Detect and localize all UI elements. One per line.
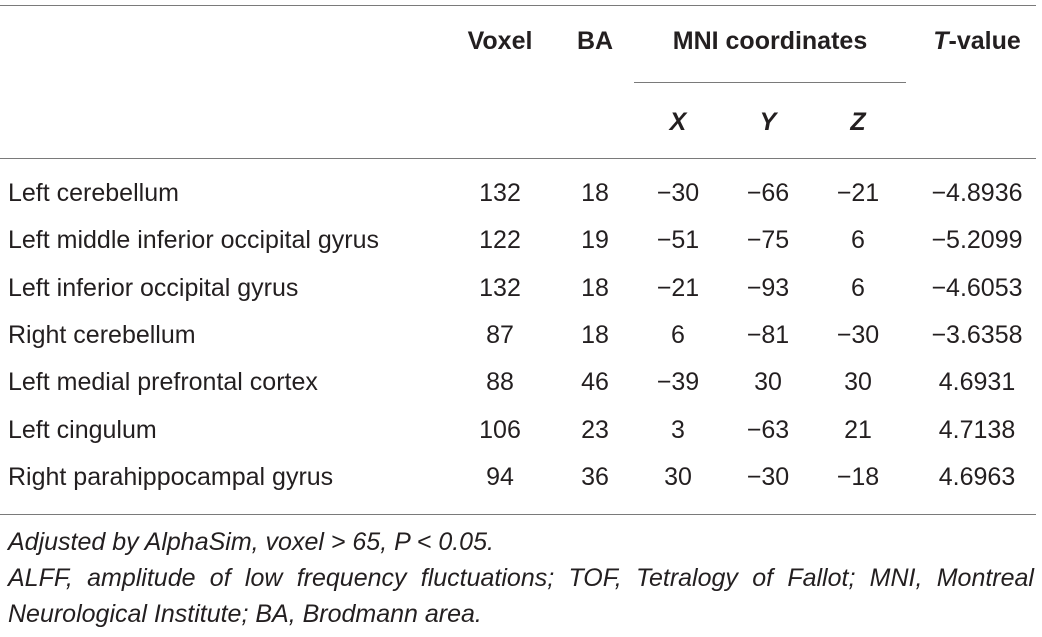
row-t-value: 4.6931 bbox=[938, 368, 1016, 397]
row-ba: 36 bbox=[581, 462, 609, 491]
header-voxel: Voxel bbox=[467, 27, 533, 55]
row-x: −30 bbox=[656, 179, 700, 207]
row-z: 30 bbox=[844, 368, 872, 397]
row-voxel: 94 bbox=[486, 462, 514, 491]
footnote-abbreviations: ALFF, amplitude of low frequency fluctua… bbox=[8, 564, 1034, 628]
table-bottom-rule bbox=[0, 514, 1036, 515]
row-z: 6 bbox=[851, 226, 865, 255]
row-ba: 23 bbox=[581, 415, 609, 444]
row-y: −30 bbox=[746, 462, 790, 491]
row-voxel: 132 bbox=[479, 179, 521, 207]
row-voxel: 106 bbox=[479, 415, 521, 444]
row-region: Right parahippocampal gyrus bbox=[8, 462, 334, 491]
row-ba: 19 bbox=[581, 226, 609, 255]
header-mni-coordinates: MNI coordinates bbox=[672, 27, 868, 55]
table-header-rule bbox=[0, 158, 1036, 159]
row-ba: 18 bbox=[581, 179, 609, 207]
row-z: −21 bbox=[836, 179, 880, 207]
row-t-value: −4.6053 bbox=[931, 273, 1023, 302]
row-x: −21 bbox=[656, 273, 700, 302]
row-t-value: −4.8936 bbox=[931, 179, 1023, 207]
row-x: −51 bbox=[656, 226, 700, 255]
row-region: Left cerebellum bbox=[8, 179, 179, 207]
row-voxel: 88 bbox=[486, 368, 514, 397]
row-y: 30 bbox=[754, 368, 782, 397]
row-region: Left medial prefrontal cortex bbox=[8, 368, 318, 397]
row-z: 21 bbox=[844, 415, 872, 444]
row-ba: 18 bbox=[581, 273, 609, 302]
row-voxel: 122 bbox=[479, 226, 521, 255]
header-t-suffix: -value bbox=[948, 27, 1021, 55]
table-top-rule bbox=[0, 5, 1036, 6]
row-t-value: −3.6358 bbox=[931, 320, 1023, 349]
footnote-adjustment: Adjusted by AlphaSim, voxel > 65, P < 0.… bbox=[8, 528, 494, 556]
table-footnotes: Adjusted by AlphaSim, voxel > 65, P < 0.… bbox=[8, 524, 1034, 632]
header-t-value: T-value bbox=[918, 26, 1036, 56]
row-x: 6 bbox=[671, 320, 685, 349]
row-z: −30 bbox=[836, 320, 880, 349]
header-t-letter: T bbox=[933, 27, 949, 55]
row-voxel: 132 bbox=[479, 273, 521, 302]
row-ba: 18 bbox=[581, 320, 609, 349]
mni-header-rule bbox=[634, 82, 906, 83]
row-z: 6 bbox=[851, 273, 865, 302]
row-region: Left cingulum bbox=[8, 415, 157, 444]
header-y: Y bbox=[759, 108, 777, 136]
row-y: −66 bbox=[746, 179, 790, 207]
row-t-value: −5.2099 bbox=[931, 226, 1023, 255]
row-y: −63 bbox=[746, 415, 790, 444]
row-y: −93 bbox=[746, 273, 790, 302]
row-region: Left inferior occipital gyrus bbox=[8, 273, 299, 302]
header-ba: BA bbox=[576, 27, 614, 55]
row-region: Right cerebellum bbox=[8, 320, 196, 349]
row-x: 3 bbox=[671, 415, 685, 444]
header-z: Z bbox=[850, 108, 866, 136]
row-t-value: 4.7138 bbox=[938, 415, 1016, 444]
row-voxel: 87 bbox=[486, 320, 514, 349]
row-ba: 46 bbox=[581, 368, 609, 397]
row-z: −18 bbox=[836, 462, 880, 491]
row-region: Left middle inferior occipital gyrus bbox=[8, 226, 379, 255]
header-x: X bbox=[669, 108, 687, 136]
row-x: −39 bbox=[656, 368, 700, 397]
row-y: −81 bbox=[746, 320, 790, 349]
row-t-value: 4.6963 bbox=[938, 462, 1016, 491]
row-y: −75 bbox=[746, 226, 790, 255]
row-x: 30 bbox=[664, 462, 692, 491]
